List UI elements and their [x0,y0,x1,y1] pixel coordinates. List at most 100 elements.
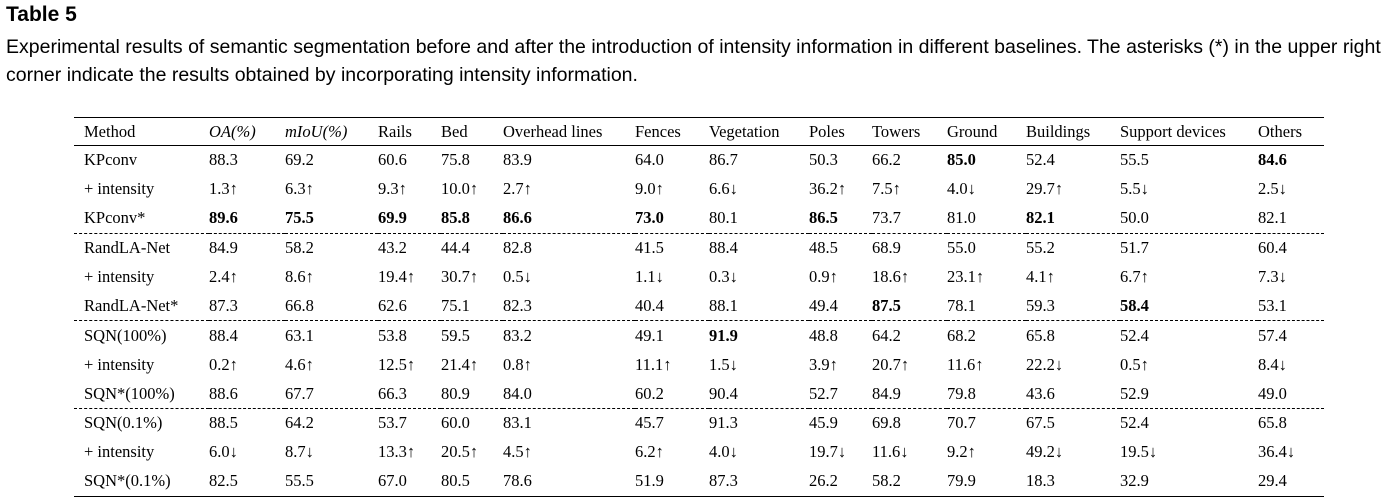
value-cell: 88.1 [709,291,809,322]
value-cell: 53.7 [378,413,407,433]
value-cell: 82.1 [1026,203,1120,234]
value-cell: 60.4 [1258,238,1287,258]
value-cell: 67.7 [285,379,378,410]
value-cell: 91.3 [709,413,738,433]
value-cell: 26.2 [809,471,838,491]
value-cell: 9.2↑ [947,442,976,462]
value-cell: 70.7 [947,413,976,433]
table-row: + intensity 1.3↑ 6.3↑ 9.3↑ 10.0↑ 2.7↑ 9.0↑ 6.6↓… [74,175,1324,204]
value-cell: 91.9 [709,325,738,345]
value-cell: 6.0↓ [209,442,238,462]
value-cell: 88.4 [209,325,238,345]
value-cell: 88.4 [709,238,738,258]
value-cell: 52.4 [1120,413,1149,433]
value-cell: 85.8 [441,203,503,234]
value-cell: 43.6 [1026,379,1120,410]
value-cell: 19.7↓ [809,442,847,462]
value-cell: 84.6 [1258,150,1287,170]
value-cell: 90.4 [709,379,809,410]
value-cell: 75.1 [441,291,503,322]
value-cell: 79.9 [947,471,976,491]
column-header: Method [84,121,136,141]
value-cell: 8.7↓ [285,442,314,462]
header-row: Method OA(%) mIoU(%) Rails Bed Overhead lines… [74,117,1324,146]
value-cell: 43.2 [378,238,407,258]
value-cell: 19.5↓ [1120,442,1158,462]
value-cell: 52.9 [1120,379,1258,410]
column-header: Poles [809,121,845,141]
value-cell: 49.4 [809,291,872,322]
value-cell: 6.3↑ [285,179,314,199]
value-cell: 51.9 [635,471,664,491]
value-cell: 4.0↓ [947,179,976,199]
value-cell: 6.7↑ [1120,267,1149,286]
column-header: Support devices [1120,121,1226,141]
value-cell: 4.1↑ [1026,267,1055,286]
column-header: Ground [947,121,998,141]
method-cell: + intensity [84,354,155,374]
value-cell: 2.5↓ [1258,179,1287,199]
value-cell: 19.4↑ [378,267,416,286]
column-header: Vegetation [709,121,780,141]
column-header: Overhead lines [503,121,603,141]
column-header: Towers [872,121,921,141]
column-header: Buildings [1026,121,1091,141]
value-cell: 67.5 [1026,413,1055,433]
value-cell: 55.2 [1026,238,1055,258]
value-cell: 84.9 [872,379,947,410]
value-cell: 8.4↓ [1258,354,1287,374]
value-cell: 69.9 [378,203,441,234]
value-cell: 66.3 [378,379,441,410]
value-cell: 9.0↑ [635,179,664,199]
value-cell: 4.0↓ [709,442,738,462]
value-cell: 12.5↑ [378,354,416,374]
value-cell: 0.5↑ [1120,354,1149,374]
value-cell: 49.2↓ [1026,442,1064,462]
value-cell: 65.8 [1026,325,1055,345]
value-cell: 86.5 [809,203,872,234]
value-cell: 68.2 [947,325,976,345]
value-cell: 0.8↑ [503,354,532,374]
method-cell: + intensity [84,267,155,286]
column-header: Rails [378,121,412,141]
value-cell: 0.9↑ [809,267,838,286]
value-cell: 52.4 [1120,325,1149,345]
table-row: SQN*(0.1%) 82.5 55.5 67.0 80.5 78.6 51.9 87.3 26… [74,467,1324,497]
table-row: RandLA-Net* 87.3 66.8 62.6 75.1 82.3 40.4 88.1 4… [74,291,1324,322]
value-cell: 53.8 [378,325,407,345]
column-header: OA(%) [209,121,256,141]
value-cell: 82.3 [503,291,635,322]
value-cell: 20.7↑ [872,354,910,374]
value-cell: 45.9 [809,413,838,433]
method-cell: KPconv [84,150,138,170]
method-cell: RandLA-Net [84,238,171,258]
value-cell: 1.1↓ [635,267,664,286]
table-label: Table 5 [6,3,77,26]
table-row: SQN(100%) 88.4 63.1 53.8 59.5 83.2 49.1 91.9 48.… [74,321,1324,350]
value-cell: 73.0 [635,203,709,234]
value-cell: 83.9 [503,150,532,170]
value-cell: 55.5 [285,471,314,491]
value-cell: 4.5↑ [503,442,532,462]
value-cell: 10.0↑ [441,179,479,199]
value-cell: 49.0 [1258,379,1324,410]
value-cell: 53.1 [1258,291,1324,322]
value-cell: 6.6↓ [709,179,738,199]
value-cell: 65.8 [1258,413,1287,433]
value-cell: 87.3 [709,471,738,491]
value-cell: 18.3 [1026,471,1055,491]
value-cell: 79.8 [947,379,1026,410]
value-cell: 89.6 [209,203,285,234]
value-cell: 29.4 [1258,471,1287,491]
value-cell: 2.4↑ [209,267,238,286]
value-cell: 57.4 [1258,325,1287,345]
value-cell: 84.0 [503,379,635,410]
value-cell: 73.7 [872,203,947,234]
table-caption: Experimental results of semantic segment… [6,36,1381,86]
column-header: mIoU(%) [285,121,348,141]
value-cell: 59.5 [441,325,470,345]
value-cell: 67.0 [378,471,407,491]
value-cell: 51.7 [1120,238,1149,258]
value-cell: 62.6 [378,291,441,322]
value-cell: 3.9↑ [809,354,838,374]
